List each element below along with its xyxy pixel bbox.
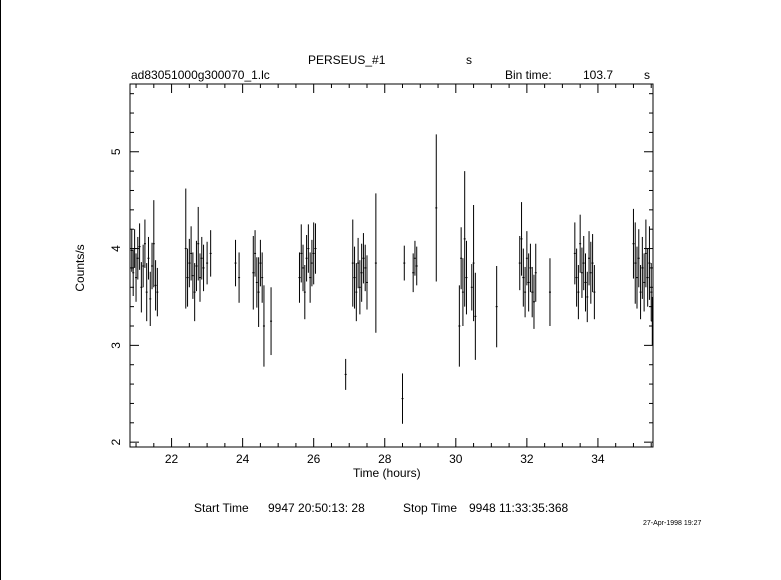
x-tick-label: 32 <box>520 452 534 466</box>
y-tick-label: 3 <box>109 342 123 349</box>
x-tick-label: 22 <box>165 452 179 466</box>
x-tick-label: 28 <box>378 452 392 466</box>
file-name: ad83051000g300070_1.lc <box>131 68 270 82</box>
y-tick-label: 4 <box>109 245 123 252</box>
plot-date: 27-Apr-1998 19:27 <box>643 520 702 527</box>
plot-frame <box>129 83 654 448</box>
x-tick-label: 30 <box>449 452 463 466</box>
x-tick-label: 26 <box>307 452 321 466</box>
y-tick-label: 5 <box>109 148 123 155</box>
x-axis-label: Time (hours) <box>353 466 421 480</box>
start-time-label: Start Time <box>194 501 249 515</box>
object-unit: s <box>466 53 472 67</box>
object-title: PERSEUS_#1 <box>308 53 386 67</box>
start-time-value: 9947 20:50:13: 28 <box>268 501 365 515</box>
stop-time-label: Stop Time <box>403 501 458 515</box>
window-left-border <box>0 0 1 580</box>
y-tick-label: 2 <box>109 439 123 446</box>
bin-time-unit: s <box>644 68 650 82</box>
stop-time-value: 9948 11:33:35:368 <box>469 501 569 515</box>
bin-time-label: Bin time: <box>505 68 552 82</box>
x-tick-label: 24 <box>236 452 250 466</box>
bin-time-value: 103.7 <box>583 68 614 82</box>
y-axis-label: Counts/s <box>73 244 87 292</box>
x-tick-label: 34 <box>591 452 605 466</box>
